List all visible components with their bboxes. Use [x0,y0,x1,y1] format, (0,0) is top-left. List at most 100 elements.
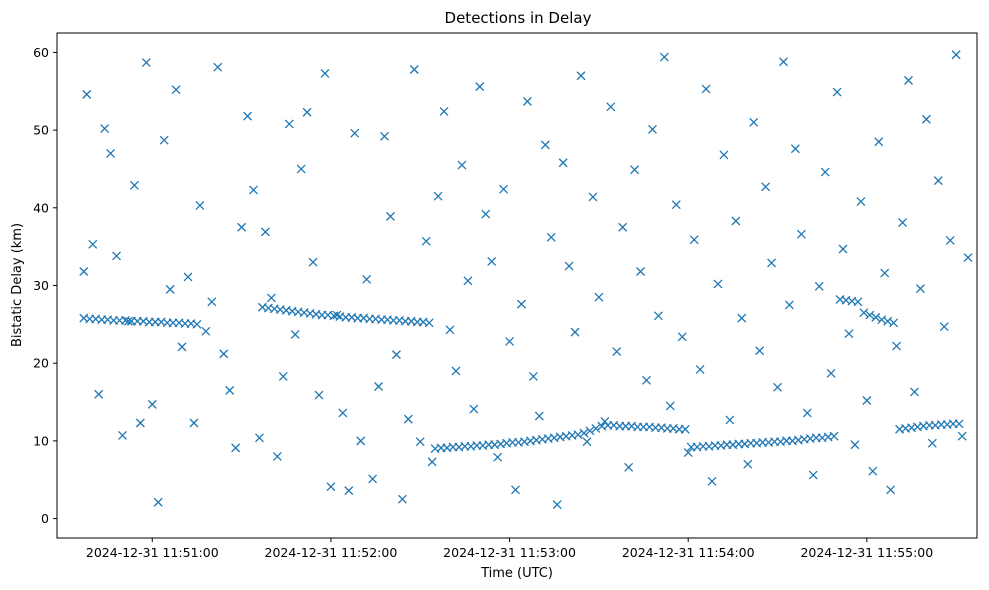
data-point [308,257,318,267]
data-point [374,382,384,391]
data-point [528,371,538,381]
data-point [332,310,342,320]
data-point [433,191,443,201]
data-point [511,485,520,495]
data-point [695,364,705,374]
data-point [439,107,449,116]
data-point [862,396,872,405]
data-point [606,102,616,112]
data-point [630,165,640,175]
data-point [558,158,568,168]
data-point [719,150,729,160]
data-point [951,50,961,60]
data-point [877,315,887,325]
data-point [653,311,663,321]
y-axis-label: Bistatic Delay (km) [10,223,25,347]
data-point [618,222,628,232]
data-point [680,424,690,434]
data-point [219,349,229,359]
data-point [487,256,497,266]
chart-title: Detections in Delay [445,9,592,27]
data-point [135,418,145,428]
data-point [761,182,771,192]
data-point [707,476,717,486]
data-point [779,57,788,67]
data-point [790,144,800,154]
data-point [260,227,270,237]
data-point [886,485,896,495]
data-point [177,342,187,352]
data-point [481,209,491,219]
x-tick-label: 2024-12-31 11:54:00 [622,545,755,560]
data-point [249,185,258,195]
data-point [552,500,562,510]
data-point [302,107,312,117]
data-point [796,229,806,239]
data-point [499,184,509,194]
data-point [701,84,711,94]
data-point [522,96,532,106]
data-point [921,114,931,124]
x-tick-label: 2024-12-31 11:51:00 [86,545,219,560]
data-point [421,236,431,246]
data-point [427,457,437,467]
data-point [517,299,526,309]
y-tick-label: 20 [33,356,49,371]
data-point [106,148,116,158]
data-point [850,440,860,450]
data-point [636,267,646,276]
data-point [540,140,550,150]
plot-frame [56,32,978,539]
data-point [820,167,830,177]
data-point [904,75,913,85]
data-point [612,347,622,356]
data-point [391,350,401,360]
data-point [94,389,104,399]
data-point [445,325,455,335]
data-point [207,297,217,307]
data-point [165,284,175,294]
data-point [594,292,604,302]
data-point [648,124,657,134]
data-point [743,459,753,469]
data-point [689,235,699,245]
data-point [123,316,133,326]
data-point [883,316,893,326]
data-point [832,87,842,97]
data-point [677,332,687,342]
data-point [624,462,634,472]
data-point [326,482,336,492]
y-tick-label: 40 [33,200,49,215]
data-point [296,164,306,174]
data-point [755,346,765,356]
data-point [585,426,595,436]
data-point [505,336,515,346]
data-point [737,313,747,323]
data-point [195,201,205,210]
data-point [290,329,300,339]
data-point [463,276,473,286]
data-point [320,68,330,78]
data-point [844,329,854,339]
x-axis-label: Time (UTC) [480,566,553,581]
data-point [915,284,925,294]
data-point [838,244,848,254]
data-point [415,437,425,447]
data-point [808,470,818,480]
data-point [231,443,241,453]
data-point [582,437,592,447]
data-point [380,131,389,141]
data-point [713,279,723,289]
data-point [600,417,610,426]
x-tick-label: 2024-12-31 11:52:00 [265,545,398,560]
data-point [397,494,407,504]
data-point [802,408,812,418]
data-point [386,211,395,221]
data-point [183,272,193,282]
data-point [945,235,955,245]
data-point [159,135,169,145]
data-point [79,267,89,276]
data-point [475,82,485,92]
data-point [243,111,253,121]
